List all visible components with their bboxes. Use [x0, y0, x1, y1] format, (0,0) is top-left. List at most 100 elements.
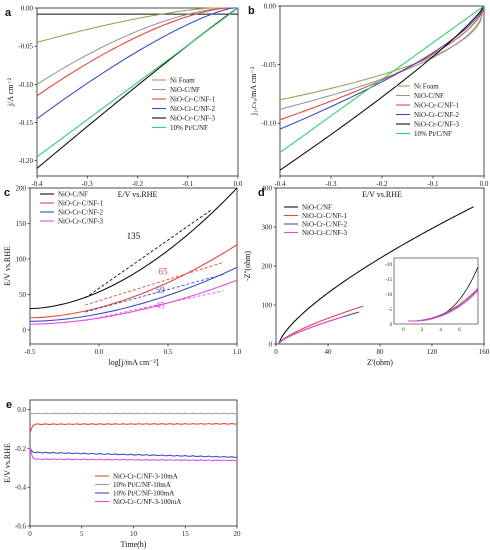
panel-e: 0 5 10 15 20 0.0 -0.2 -0.4 -0.6 Time(h) E/V vs.RHE…	[3, 399, 241, 549]
legend-entry: NiO-Cr-C/NF-1	[170, 96, 215, 104]
panel-b: -0.4 -0.3 -0.2 -0.1 0.0 0.00 -0.05 -0.10 E/V vs.…	[248, 3, 489, 200]
legend-entry: NiO-C/NF	[302, 204, 332, 212]
legend-entry: NiO-Cr-C/NF-1	[302, 212, 347, 220]
tafel-fit-line	[85, 262, 224, 306]
x-tick-label: 10	[130, 530, 138, 538]
panel-label: c	[4, 187, 10, 199]
x-tick-label: 5	[80, 530, 84, 538]
x-axis-label: Time(h)	[121, 540, 147, 549]
plot-frame	[29, 187, 238, 345]
panel-label: b	[248, 5, 255, 17]
series-line	[279, 5, 485, 171]
x-tick-label: 0.0	[480, 180, 489, 188]
y-tick-label: -0.15	[18, 119, 33, 127]
y-axis-label: E/V vs.RHE	[3, 246, 12, 286]
inset-x-tick-label: 4	[439, 328, 442, 333]
plot-frame	[279, 5, 485, 177]
panel-a: -0.4 -0.3 -0.2 -0.1 0.0 0.00 -0.05 -0.10 -0.15 -0…	[5, 5, 243, 200]
series-line	[36, 7, 238, 120]
y-tick-label: 0	[23, 326, 27, 334]
y-tick-label: -0.10	[261, 120, 276, 128]
series-line	[36, 7, 238, 97]
tafel-slope-label: 135	[127, 231, 141, 241]
y-tick-label: -0.10	[18, 81, 33, 89]
y-tick-label: -0.2	[15, 445, 27, 453]
legend-entry: 10% Pt/C/NF	[170, 124, 208, 132]
y-tick-label: 300	[262, 224, 273, 232]
series-line	[279, 5, 485, 121]
series-line	[36, 7, 238, 43]
y-axis-label: -Z''(ohm)	[243, 251, 252, 281]
y-tick-label: 200	[262, 263, 273, 271]
series-line	[29, 244, 238, 319]
x-axis-label: E/V vs.RHE	[362, 190, 402, 199]
x-axis-label: E/V vs.RHE	[118, 190, 158, 199]
legend-entry: NiO-Cr-C/NF-3-100mA	[113, 498, 181, 506]
series-line	[279, 5, 485, 101]
series-line	[36, 7, 239, 169]
y-axis-label: j₁ₑᴄₛₐ/mA cm⁻²	[249, 66, 258, 116]
x-tick-label: 120	[427, 348, 438, 356]
series-line	[278, 311, 360, 345]
x-tick-label: -0.2	[376, 180, 388, 188]
y-axis-label: E/V vs.RHE	[3, 443, 12, 483]
series-line	[278, 206, 474, 345]
series-line	[29, 447, 238, 462]
inset-x-tick-label: 2	[421, 328, 424, 333]
x-tick-label: 40	[325, 348, 333, 356]
tafel-slope-label: 45	[156, 301, 166, 311]
legend-entry: NiO-C/NF	[58, 191, 88, 199]
legend-entry: NiO-Cr-C/NF-2	[414, 111, 459, 119]
inset-y-tick-label: 0	[390, 323, 393, 328]
x-tick-label: -0.2	[132, 180, 144, 188]
tafel-fit-line	[84, 208, 213, 299]
y-tick-label: 100	[262, 302, 273, 310]
panel-label: a	[5, 7, 12, 19]
x-tick-label: 0.0	[234, 180, 243, 188]
x-tick-label: 80	[377, 348, 385, 356]
inset-y-tick-label: -15	[385, 278, 392, 283]
y-tick-label: 100	[16, 255, 27, 263]
inset-y-tick-label: -10	[385, 293, 392, 298]
legend-entry: NiO-Cr-C/NF-2	[302, 221, 347, 229]
y-tick-label: 150	[16, 220, 27, 228]
y-tick-label: 0.0	[17, 406, 26, 414]
x-tick-label: 0.0	[95, 348, 104, 356]
tafel-slope-label: 65	[158, 267, 168, 277]
series-line	[36, 7, 238, 85]
inset-y-tick-label: -20	[385, 263, 392, 268]
legend-entry: NiO-Cr-C/NF-3	[414, 121, 459, 129]
series-line	[279, 5, 485, 153]
legend-entry: NiO-Cr-C/NF-3	[58, 218, 103, 226]
x-tick-label: 20	[234, 530, 242, 538]
series-line	[29, 279, 238, 325]
y-tick-label: 400	[262, 185, 273, 193]
y-tick-label: 0.00	[21, 5, 34, 13]
legend-entry: NiO-Cr-C/NF-1	[58, 200, 103, 208]
x-tick-label: 0	[28, 530, 32, 538]
tafel-slope-label: 59	[156, 285, 166, 295]
inset-x-tick-label: 0	[402, 328, 405, 333]
x-tick-label: -0.4	[31, 180, 43, 188]
x-tick-label: -0.3	[82, 180, 94, 188]
legend-entry: NiO-Cr-C/NF-3	[302, 229, 347, 237]
legend-entry: NiO-Cr-C/NF-3-10mA	[113, 473, 178, 481]
y-tick-label: 0	[269, 341, 273, 349]
x-tick-label: 0.5	[164, 348, 173, 356]
plot-frame	[36, 7, 239, 177]
panel-c: -0.5 0.0 0.5 1.0 0 50 100 150 200 log[j/mA cm⁻²] E…	[3, 185, 242, 368]
x-tick-label: -0.1	[182, 180, 194, 188]
x-tick-label: 1.0	[233, 348, 242, 356]
y-tick-label: -0.4	[15, 484, 27, 492]
tafel-fit-line	[85, 274, 224, 313]
y-tick-label: 50	[19, 291, 27, 299]
x-tick-label: -0.4	[274, 180, 286, 188]
series-line	[278, 305, 364, 345]
legend-entry: NiO-C/NF	[414, 92, 444, 100]
y-tick-label: -0.05	[261, 61, 276, 69]
inset-x-tick-label: 6	[458, 328, 461, 333]
y-tick-label: 200	[16, 185, 27, 193]
y-axis-label: j/A cm⁻²	[6, 77, 15, 107]
series-line	[29, 422, 237, 433]
